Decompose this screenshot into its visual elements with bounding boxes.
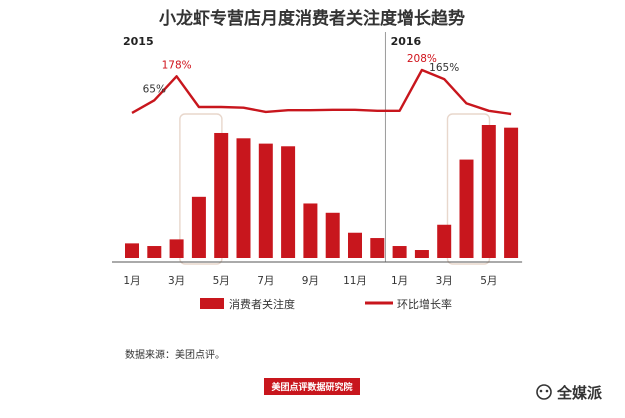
x-tick-label: 7月 [257,275,274,287]
watermark-icon [536,384,552,400]
growth-rate-line [131,68,512,116]
annotation-165%: 165% [429,62,459,74]
bar-7 [258,143,273,258]
x-axis: 1月 3月 5月 7月 9月 11月 1月 3月 5月 [112,261,523,287]
annotation-178%: 178% [162,59,192,71]
watermark-text: 全媒派 [556,384,603,402]
footer-badge: 美团点评数据研究院 [264,378,360,395]
x-tick-label: 1月 [123,275,140,287]
bar-series [125,125,519,258]
line-annotations: 65% 178% 208%165% [143,53,460,95]
x-tick-label: 5月 [213,275,230,287]
legend-label-line: 环比增长率 [397,297,452,311]
bar-9 [303,203,318,258]
x-tick-label: 3月 [436,275,453,287]
annotation-65%: 65% [143,83,166,95]
annotation-208%: 208% [407,53,437,65]
bar-18 [504,127,519,258]
footer-badge-text: 美团点评数据研究院 [271,381,352,393]
bar-3 [169,239,184,258]
growth-line [131,68,512,116]
x-tick-label: 3月 [168,275,185,287]
bar-10 [325,212,340,258]
year-label-2015: 2015 [123,35,154,48]
year-label-2016: 2016 [391,35,422,48]
bar-6 [236,138,251,258]
x-tick-label: 11月 [343,275,367,287]
bar-13 [392,246,407,258]
legend-bar-swatch [200,298,224,309]
year-labels: 2015 2016 [123,35,422,48]
bar-2 [147,246,162,258]
x-tick-label: 5月 [480,275,497,287]
bar-8 [281,146,296,258]
legend: 消费者关注度 环比增长率 [200,297,452,311]
bar-11 [348,232,362,258]
bar-17 [481,125,496,258]
bar-16 [459,159,474,258]
x-tick-label: 1月 [391,275,408,287]
legend-label-bars: 消费者关注度 [229,297,295,311]
chart-title: 小龙虾专营店月度消费者关注度增长趋势 [159,8,465,29]
bar-1 [125,243,139,258]
bar-15 [437,224,452,258]
bar-12 [370,238,385,258]
source-note: 数据来源：美团点评。 [125,348,225,361]
bar-5 [214,132,229,258]
bar-4 [191,196,206,258]
bar-14 [414,250,429,258]
x-tick-label: 9月 [302,275,319,287]
watermark: 全媒派 [536,384,603,402]
